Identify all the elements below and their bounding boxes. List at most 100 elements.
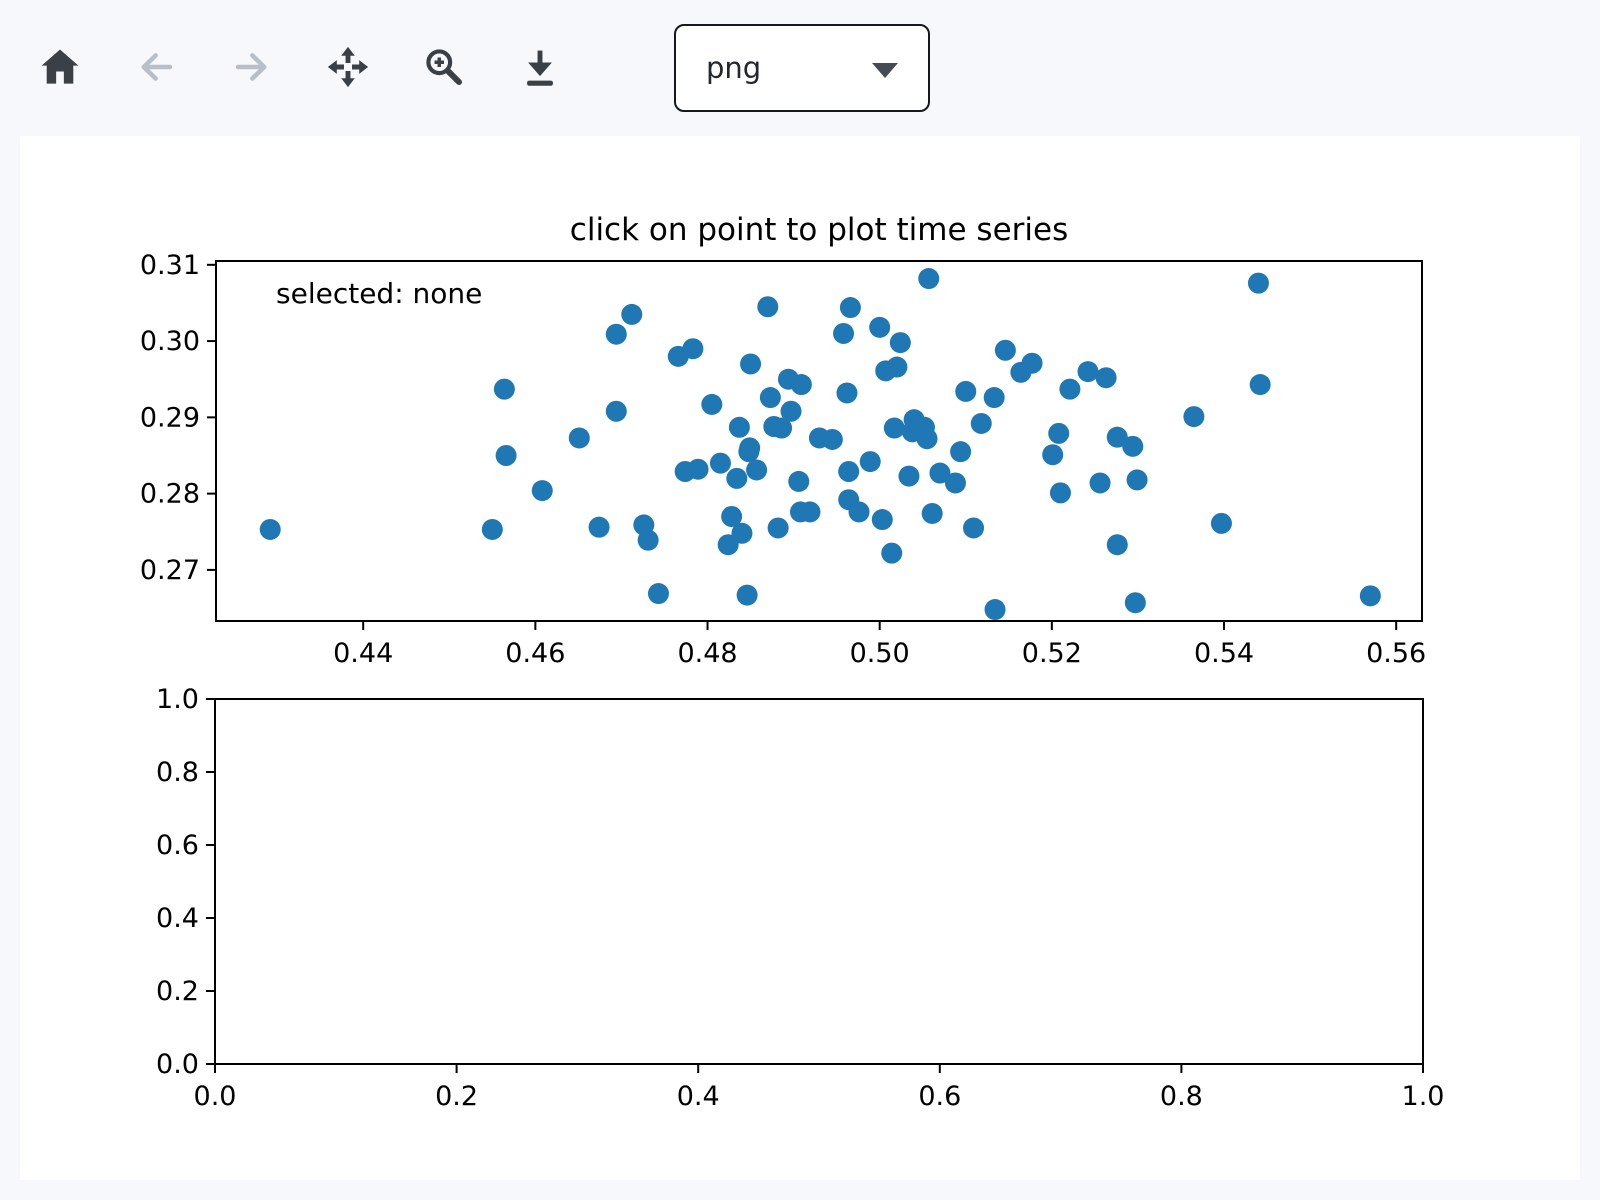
scatter-point[interactable]: [790, 374, 812, 396]
scatter-point[interactable]: [1106, 426, 1128, 448]
scatter-point[interactable]: [1126, 469, 1148, 491]
scatter-point[interactable]: [1059, 378, 1081, 400]
scatter-point[interactable]: [963, 517, 985, 539]
scatter-point[interactable]: [859, 451, 881, 473]
scatter-point[interactable]: [721, 506, 743, 528]
download-icon: [519, 46, 561, 91]
forward-button[interactable]: [230, 46, 274, 90]
pan-button[interactable]: [326, 46, 370, 90]
arrow-left-icon: [135, 46, 177, 91]
scatter-point[interactable]: [682, 338, 704, 360]
y-tick-label: 0.8: [156, 757, 199, 788]
scatter-point[interactable]: [493, 378, 515, 400]
scatter-point[interactable]: [921, 502, 943, 524]
scatter-point[interactable]: [944, 472, 966, 494]
scatter-point[interactable]: [994, 339, 1016, 361]
scatter-point[interactable]: [701, 393, 723, 415]
x-tick-label: 0.8: [1160, 1081, 1203, 1112]
scatter-point[interactable]: [780, 400, 802, 422]
scatter-point[interactable]: [259, 518, 281, 540]
format-select-value: png: [706, 51, 762, 85]
scatter-point[interactable]: [1049, 482, 1071, 504]
timeseries-axes-frame: [214, 698, 1424, 1065]
scatter-point[interactable]: [886, 356, 908, 378]
scatter-point[interactable]: [759, 387, 781, 409]
scatter-point[interactable]: [838, 461, 860, 483]
scatter-point[interactable]: [821, 428, 843, 450]
scatter-point[interactable]: [833, 322, 855, 344]
download-button[interactable]: [518, 46, 562, 90]
scatter-point[interactable]: [1089, 472, 1111, 494]
scatter-point[interactable]: [799, 501, 821, 523]
y-tick-label: 0.30: [140, 326, 200, 357]
y-tick-label: 0.0: [156, 1049, 199, 1080]
scatter-point[interactable]: [757, 296, 779, 318]
scatter-point[interactable]: [889, 332, 911, 354]
scatter-point[interactable]: [984, 599, 1006, 621]
scatter-point[interactable]: [637, 529, 659, 551]
scatter-point[interactable]: [950, 441, 972, 463]
scatter-point[interactable]: [605, 323, 627, 345]
scatter-point[interactable]: [621, 303, 643, 325]
scatter-point[interactable]: [788, 470, 810, 492]
scatter-point[interactable]: [731, 522, 753, 544]
scatter-point[interactable]: [495, 444, 517, 466]
back-button[interactable]: [134, 46, 178, 90]
y-tick-label: 0.2: [156, 976, 199, 1007]
x-tick-label: 0.0: [194, 1081, 237, 1112]
scatter-point[interactable]: [1048, 422, 1070, 444]
scatter-point[interactable]: [605, 400, 627, 422]
scatter-point[interactable]: [739, 437, 761, 459]
scatter-point[interactable]: [839, 297, 861, 319]
scatter-point[interactable]: [883, 417, 905, 439]
scatter-point[interactable]: [1042, 444, 1064, 466]
scatter-point[interactable]: [728, 416, 750, 438]
scatter-point[interactable]: [767, 517, 789, 539]
scatter-point[interactable]: [687, 458, 709, 480]
scatter-point[interactable]: [746, 459, 768, 481]
scatter-point[interactable]: [1247, 272, 1269, 294]
scatter-point[interactable]: [647, 583, 669, 605]
scatter-point[interactable]: [918, 268, 940, 290]
scatter-point[interactable]: [709, 452, 731, 474]
format-select[interactable]: png: [674, 24, 930, 112]
scatter-point[interactable]: [481, 518, 503, 540]
x-tick-label: 0.4: [677, 1081, 720, 1112]
scatter-point[interactable]: [871, 509, 893, 531]
scatter-point[interactable]: [929, 462, 951, 484]
scatter-point[interactable]: [736, 584, 758, 606]
scatter-point[interactable]: [740, 353, 762, 375]
scatter-point[interactable]: [881, 542, 903, 564]
scatter-point[interactable]: [983, 387, 1005, 409]
x-tick-label: 0.50: [850, 638, 910, 669]
scatter-point[interactable]: [1183, 406, 1205, 428]
scatter-point[interactable]: [1210, 512, 1232, 534]
scatter-point[interactable]: [1122, 435, 1144, 457]
figure-canvas: click on point to plot time series selec…: [140, 212, 1445, 1112]
home-button[interactable]: [38, 46, 82, 90]
scatter-axes[interactable]: 0.44 0.46 0.48 0.50 0.52 0.54 0.56 0.27 0.28 0.29…: [140, 250, 1426, 669]
scatter-point[interactable]: [588, 516, 610, 538]
scatter-point[interactable]: [916, 428, 938, 450]
scatter-point[interactable]: [726, 467, 748, 489]
scatter-point[interactable]: [1124, 592, 1146, 614]
zoom-button[interactable]: [422, 46, 466, 90]
scatter-point[interactable]: [955, 380, 977, 402]
scatter-point[interactable]: [898, 465, 920, 487]
scatter-axes-frame[interactable]: [215, 260, 1423, 622]
scatter-point[interactable]: [531, 480, 553, 502]
scatter-point[interactable]: [1249, 374, 1271, 396]
scatter-point[interactable]: [568, 427, 590, 449]
scatter-point[interactable]: [1106, 534, 1128, 556]
scatter-point[interactable]: [1359, 585, 1381, 607]
scatter-point[interactable]: [717, 534, 739, 556]
scatter-point[interactable]: [1021, 352, 1043, 374]
scatter-point[interactable]: [1095, 367, 1117, 389]
x-tick-label: 0.2: [435, 1081, 478, 1112]
scatter-point[interactable]: [848, 501, 870, 523]
scatter-point[interactable]: [1077, 361, 1099, 383]
scatter-point[interactable]: [836, 382, 858, 404]
scatter-point[interactable]: [869, 316, 891, 338]
scatter-point[interactable]: [771, 417, 793, 439]
scatter-point[interactable]: [970, 412, 992, 434]
